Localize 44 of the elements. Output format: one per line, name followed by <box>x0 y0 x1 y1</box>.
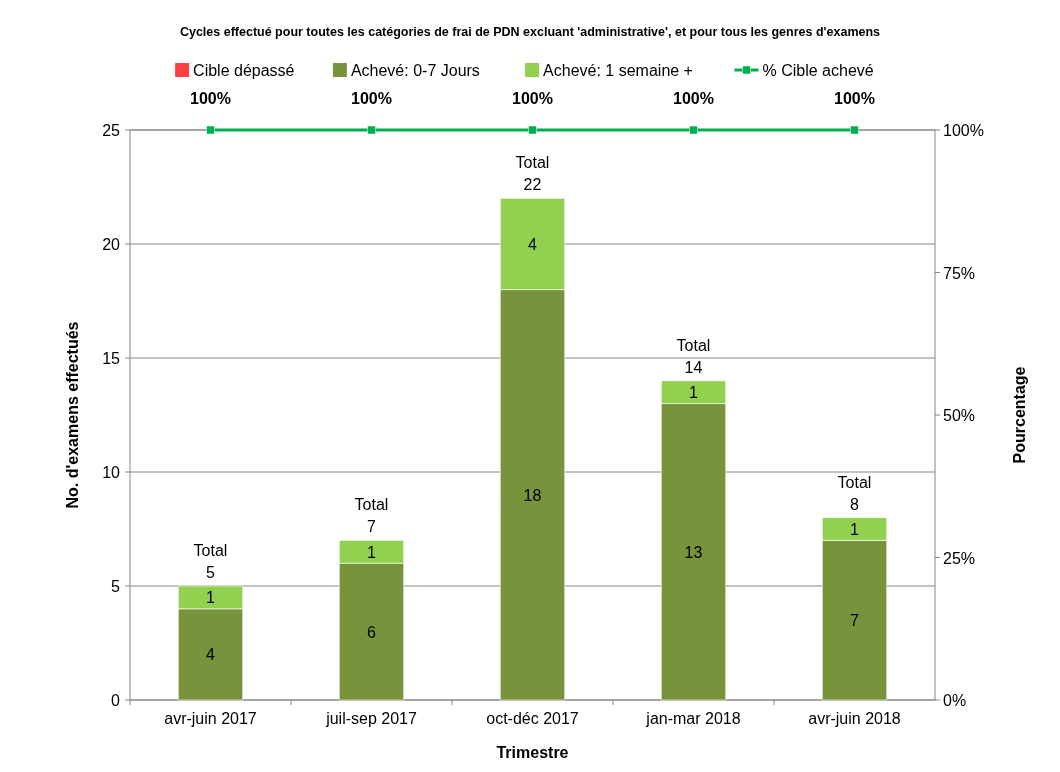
data-label: 100% <box>351 90 392 107</box>
data-label: 1 <box>367 543 377 561</box>
y2-tick-label: 100% <box>943 122 984 139</box>
y2-tick-label: 0% <box>943 692 967 709</box>
y-tick-label: 20 <box>102 236 121 253</box>
y-tick-label: 5 <box>111 578 121 595</box>
data-label: 7 <box>850 612 860 630</box>
data-label: 6 <box>367 623 377 641</box>
data-label: 4 <box>206 646 216 664</box>
total-label: Total 14 <box>676 336 711 376</box>
legend-label: Achevé: 1 semaine + <box>543 62 693 79</box>
data-label: 100% <box>512 90 553 107</box>
data-label: 1 <box>850 521 860 538</box>
x-tick-label: avr-juin 2018 <box>808 710 901 727</box>
legend-label: Cible dépassé <box>193 62 295 79</box>
legend-label: % Cible achevé <box>762 62 874 79</box>
total-label: Total 7 <box>354 496 389 536</box>
data-label: 100% <box>673 90 714 107</box>
y2-tick-label: 50% <box>943 407 976 424</box>
y-tick-label: 25 <box>102 122 121 139</box>
chart-title: Cycles effectué pour toutes les catégories de frai de PDN excluant 'administrative', et pour tous les genres d'examens <box>179 25 881 39</box>
data-label: 1 <box>689 384 699 402</box>
x-axis-title: Trimestre <box>496 744 569 761</box>
y-tick-label: 15 <box>102 350 121 367</box>
x-tick-label: juil-sep 2017 <box>325 710 417 727</box>
data-label: 4 <box>528 236 538 253</box>
y2-tick-label: 25% <box>943 549 976 567</box>
data-label: 18 <box>523 486 542 504</box>
x-tick-label: jan-mar 2018 <box>645 710 741 727</box>
data-label: 100% <box>834 90 875 107</box>
total-label: Total 22 <box>515 154 550 194</box>
y2-tick-label: 75% <box>943 264 976 282</box>
total-label: Total 5 <box>193 542 228 581</box>
data-label: 1 <box>206 589 216 607</box>
y-tick-label: 0 <box>111 692 121 709</box>
x-tick-label: oct-déc 2017 <box>486 710 579 727</box>
y2-axis-title: Pourcentage <box>1011 366 1028 464</box>
data-label: 100% <box>190 90 231 107</box>
legend-label: Achevé: 0-7 Jours <box>350 62 480 79</box>
total-label: Total 8 <box>837 473 872 513</box>
x-tick-label: avr-juin 2017 <box>164 710 257 727</box>
y-tick-label: 10 <box>102 464 121 481</box>
data-label: 13 <box>684 543 703 561</box>
y-axis-title: No. d'examens effectués <box>64 321 81 509</box>
